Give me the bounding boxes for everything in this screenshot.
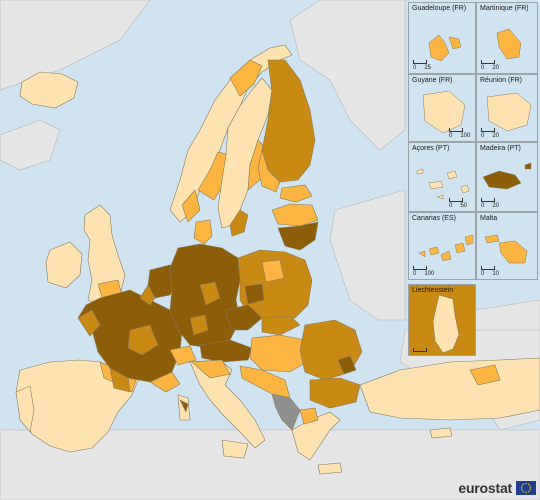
martinique-shape [496, 28, 522, 60]
inset-title-martinique: Martinique (FR) [480, 5, 529, 12]
eu-flag-icon [516, 481, 536, 495]
scale-bar-canarias: 0 100 [413, 266, 442, 277]
inset-title-reunion: Réunion (FR) [480, 77, 523, 84]
region-group-sk-hu [249, 315, 311, 373]
inset-title-canarias: Canarias (ES) [412, 215, 456, 222]
inset-malta: Malta 0 10 [476, 212, 538, 280]
inset-acores: Açores (PT) 0 50 [408, 142, 476, 212]
inset-title-guyane: Guyane (FR) [412, 77, 453, 84]
canarias-shape [418, 234, 474, 262]
region-group-iberia [15, 359, 141, 453]
inset-title-guadeloupe: Guadeloupe (FR) [412, 5, 467, 12]
madeira-shape [482, 162, 532, 190]
region-group-norway [169, 44, 293, 223]
scale-bar-martinique: 0 20 [481, 60, 507, 71]
scale-bar-guadeloupe: 0 25 [413, 60, 439, 71]
inset-madeira: Madeira (PT) 0 20 [476, 142, 538, 212]
scale-bar-guyane: 0 100 [449, 128, 475, 139]
region-group-bulgaria [309, 377, 361, 409]
inset-martinique: Martinique (FR) 0 20 [476, 2, 538, 74]
malta-shape [484, 234, 528, 264]
liechtenstein-shape [409, 285, 475, 355]
region-group-finland [257, 59, 316, 193]
scale-bar-malta: 0 10 [481, 266, 507, 277]
eurostat-logo-text: eurostat [458, 480, 512, 496]
inset-reunion: Réunion (FR) 0 20 [476, 74, 538, 142]
region-group-poland [237, 249, 313, 321]
region-group-central [169, 304, 263, 366]
region-group-turkey [359, 357, 540, 421]
scale-bar-liechtenstein [413, 348, 427, 353]
inset-guyane: Guyane (FR) 0 100 [408, 74, 476, 142]
guyane-shape [422, 90, 466, 134]
region-iceland [19, 71, 79, 109]
region-cyprus [429, 427, 453, 439]
region-group-italy [177, 359, 266, 459]
inset-title-liechtenstein: Liechtenstein [412, 287, 454, 294]
region-group-baltics [271, 184, 319, 251]
eurostat-brand: eurostat [458, 480, 536, 496]
region-denmark [193, 219, 213, 245]
guadeloupe-shape [428, 34, 462, 62]
region-group-germany [169, 243, 241, 349]
inset-canarias: Canarias (ES) 0 100 [408, 212, 476, 280]
region-group-greece [291, 407, 343, 475]
scale-bar-acores: 0 50 [449, 198, 475, 209]
region-group-france [77, 289, 183, 393]
inset-guadeloupe: Guadeloupe (FR) 0 25 [408, 2, 476, 74]
scale-bar-reunion: 0 20 [481, 128, 507, 139]
inset-liechtenstein: Liechtenstein [408, 284, 476, 356]
region-group-romania [299, 319, 363, 381]
inset-title-madeira: Madeira (PT) [480, 145, 521, 152]
inset-title-malta: Malta [480, 215, 498, 222]
acores-shape [416, 168, 470, 200]
inset-title-acores: Açores (PT) [412, 145, 450, 152]
scale-bar-madeira: 0 20 [481, 198, 507, 209]
reunion-shape [486, 92, 532, 132]
